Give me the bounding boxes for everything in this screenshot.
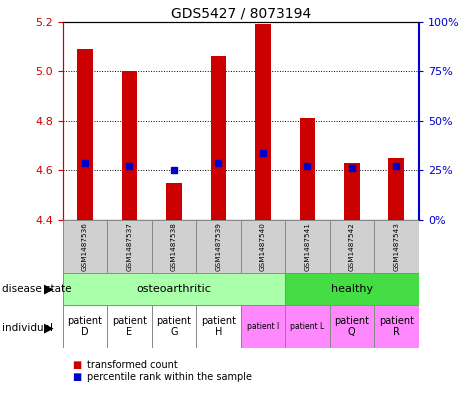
Text: patient
D: patient D: [67, 316, 102, 336]
Bar: [241, 305, 285, 348]
Text: GSM1487542: GSM1487542: [349, 222, 355, 271]
Bar: [374, 305, 418, 348]
Text: individual: individual: [2, 323, 53, 333]
Bar: [77, 49, 93, 220]
Text: patient
E: patient E: [112, 316, 147, 336]
Bar: [63, 273, 285, 305]
Text: disease state: disease state: [2, 284, 72, 294]
Bar: [241, 220, 285, 273]
Text: patient
Q: patient Q: [334, 316, 369, 336]
Bar: [330, 220, 374, 273]
Text: ▶: ▶: [44, 321, 53, 335]
Text: patient
H: patient H: [201, 316, 236, 336]
Text: patient
G: patient G: [156, 316, 192, 336]
Text: GSM1487541: GSM1487541: [304, 222, 310, 271]
Text: patient L: patient L: [290, 322, 325, 331]
Bar: [107, 305, 152, 348]
Bar: [211, 56, 226, 220]
Bar: [330, 305, 374, 348]
Text: patient I: patient I: [247, 322, 279, 331]
Bar: [152, 220, 196, 273]
Bar: [299, 118, 315, 220]
Bar: [63, 305, 107, 348]
Bar: [285, 305, 330, 348]
Bar: [196, 305, 240, 348]
Text: ■: ■: [72, 372, 81, 382]
Bar: [152, 305, 196, 348]
Text: GSM1487538: GSM1487538: [171, 222, 177, 271]
Bar: [107, 220, 152, 273]
Title: GDS5427 / 8073194: GDS5427 / 8073194: [171, 6, 311, 20]
Text: GSM1487539: GSM1487539: [215, 222, 221, 271]
Bar: [196, 220, 240, 273]
Text: ■: ■: [72, 360, 81, 370]
Text: healthy: healthy: [331, 284, 373, 294]
Text: transformed count: transformed count: [87, 360, 178, 370]
Bar: [344, 163, 359, 220]
Bar: [166, 183, 182, 220]
Text: ▶: ▶: [44, 282, 53, 296]
Bar: [285, 273, 418, 305]
Text: osteoarthritic: osteoarthritic: [137, 284, 212, 294]
Bar: [63, 220, 107, 273]
Bar: [255, 24, 271, 220]
Text: percentile rank within the sample: percentile rank within the sample: [87, 372, 252, 382]
Text: GSM1487536: GSM1487536: [82, 222, 88, 271]
Bar: [285, 220, 330, 273]
Text: GSM1487537: GSM1487537: [126, 222, 133, 271]
Bar: [388, 158, 404, 220]
Bar: [122, 71, 137, 220]
Bar: [374, 220, 418, 273]
Text: GSM1487543: GSM1487543: [393, 222, 399, 271]
Text: GSM1487540: GSM1487540: [260, 222, 266, 271]
Text: patient
R: patient R: [379, 316, 414, 336]
